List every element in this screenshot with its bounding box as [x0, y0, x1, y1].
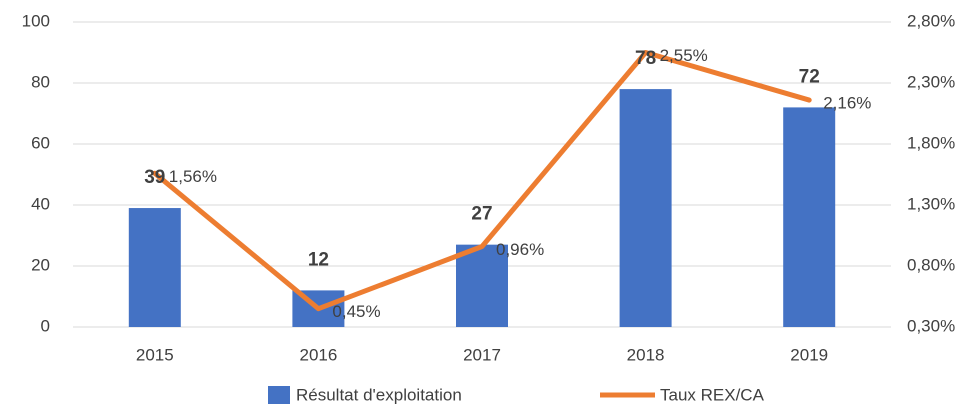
bar-value-label: 72	[799, 66, 820, 87]
bar-value-label: 27	[471, 204, 492, 225]
x-tick-label: 2016	[299, 345, 337, 364]
line-value-label: 0,45%	[332, 302, 380, 321]
y2-tick-label: 1,30%	[907, 194, 955, 213]
bar	[128, 208, 181, 327]
y2-tick-label: 0,30%	[907, 316, 955, 335]
x-tick-label: 2018	[627, 345, 665, 364]
line	[152, 50, 812, 312]
bar-value-label: 39	[144, 167, 165, 188]
bar	[783, 107, 836, 328]
x-tick-label: 2015	[136, 345, 174, 364]
y2-tick-label: 2,30%	[907, 72, 955, 91]
y-tick-label: 40	[31, 194, 50, 213]
y2-tick-label: 2,80%	[907, 11, 955, 30]
bar	[456, 244, 508, 327]
bar	[619, 89, 672, 327]
y-tick-label: 20	[31, 255, 50, 274]
line-value-label: 2,55%	[660, 46, 708, 65]
y-tick-label: 80	[31, 72, 50, 91]
line-value-label: 1,56%	[169, 167, 217, 186]
x-tick-label: 2019	[790, 345, 828, 364]
y-tick-label: 100	[22, 11, 50, 30]
legend-label: Résultat d'exploitation	[296, 385, 462, 404]
legend-label: Taux REX/CA	[660, 385, 765, 404]
x-tick-label: 2017	[463, 345, 501, 364]
line-value-label: 0,96%	[496, 240, 544, 259]
y2-tick-label: 1,80%	[907, 133, 955, 152]
line-value-label: 2,16%	[823, 94, 871, 113]
legend-swatch	[268, 386, 290, 404]
y-tick-label: 60	[31, 133, 50, 152]
bar-value-label: 12	[308, 249, 329, 270]
bar-value-label: 78	[635, 48, 656, 69]
y2-tick-label: 0,80%	[907, 255, 955, 274]
y-tick-label: 0	[41, 316, 50, 335]
